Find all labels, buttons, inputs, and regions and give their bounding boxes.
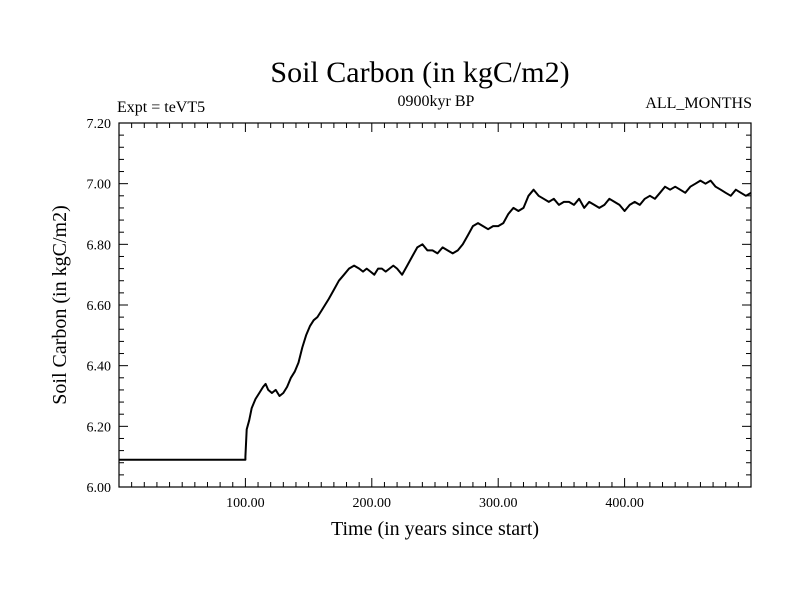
y-tick-label: 6.60 (87, 299, 112, 314)
experiment-label: Expt = teVT5 (117, 99, 205, 116)
plot-frame (118, 122, 752, 488)
tick-labels: 100.00 200.00 300.00 400.00 6.00 6.20 6.40 6.60… (87, 117, 644, 511)
x-tick-label: 400.00 (605, 496, 644, 511)
y-tick-label: 7.20 (87, 117, 112, 132)
y-tick-label: 6.80 (87, 238, 112, 253)
y-tick-label: 7.00 (87, 178, 112, 193)
y-tick-label: 6.20 (87, 420, 112, 435)
x-tick-label: 100.00 (226, 496, 265, 511)
y-tick-label: 6.40 (87, 360, 112, 375)
x-tick-label: 300.00 (479, 496, 518, 511)
x-axis-label: Time (in years since start) (331, 518, 539, 540)
x-tick-label: 200.00 (353, 496, 392, 511)
y-tick-label: 6.00 (87, 481, 112, 496)
months-label: ALL_MONTHS (645, 95, 752, 112)
soil-carbon-series-line (119, 179, 752, 461)
y-axis-label: Soil Carbon (in kgC/m2) (49, 205, 71, 404)
tick-marks (119, 123, 751, 487)
chart-title: Soil Carbon (in kgC/m2) (270, 56, 569, 89)
period-label: 0900kyr BP (398, 93, 475, 110)
